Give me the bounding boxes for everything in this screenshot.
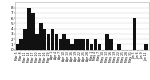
Bar xyxy=(144,44,148,50)
Bar xyxy=(55,34,58,50)
Bar xyxy=(105,34,109,50)
Bar xyxy=(74,39,78,50)
Bar xyxy=(43,29,46,50)
Bar xyxy=(47,34,50,50)
Bar xyxy=(58,39,62,50)
Bar xyxy=(94,39,97,50)
Bar xyxy=(27,8,31,50)
Bar xyxy=(98,44,101,50)
Bar xyxy=(70,44,74,50)
Bar xyxy=(78,39,82,50)
Bar xyxy=(66,39,70,50)
Bar xyxy=(90,44,93,50)
Bar xyxy=(62,34,66,50)
Bar xyxy=(35,34,39,50)
Bar xyxy=(133,18,136,50)
Bar xyxy=(20,39,23,50)
Bar xyxy=(51,29,54,50)
Bar xyxy=(39,23,42,50)
Bar xyxy=(82,39,85,50)
Bar xyxy=(16,44,19,50)
Bar xyxy=(109,39,113,50)
Bar xyxy=(31,13,35,50)
Bar xyxy=(117,44,121,50)
Bar xyxy=(86,39,89,50)
Bar xyxy=(23,29,27,50)
